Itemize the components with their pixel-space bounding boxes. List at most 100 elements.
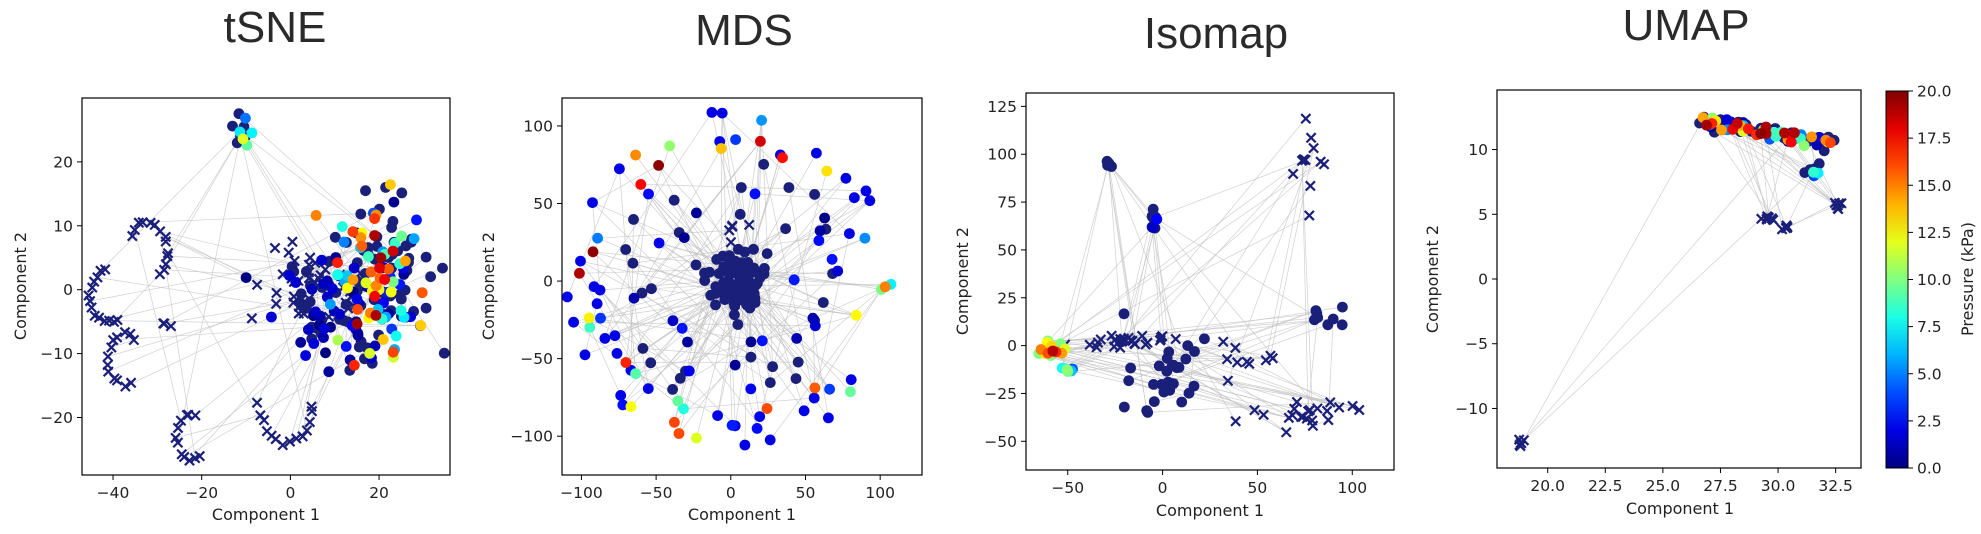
- mds-edge: [633, 148, 722, 299]
- mds-edge: [683, 397, 815, 410]
- mds-circle-point: [809, 320, 821, 332]
- isomap-cross-point: [1125, 335, 1136, 346]
- mds-circle-point: [813, 235, 825, 247]
- umap-circle-point: [1798, 140, 1810, 152]
- mds-xtick-label: 50: [796, 484, 816, 502]
- umap-edge: [1714, 131, 1837, 206]
- isomap-cross-point: [1155, 334, 1166, 346]
- mds-edge: [599, 289, 681, 379]
- mds-xtick-label: −100: [560, 484, 603, 502]
- isomap-cross-point: [1303, 210, 1315, 221]
- tsne-circle-point: [348, 359, 360, 371]
- isomap-cross-point: [1324, 396, 1336, 408]
- isomap-cross-point: [1217, 336, 1229, 348]
- mds-circle-point: [711, 254, 723, 265]
- isomap-edge: [1051, 159, 1305, 348]
- mds-circle-point: [798, 405, 810, 417]
- tsne-panel: tSNE −40 −20 0 20 −20 −10 0 10 20 Component 1 Co…: [11, 3, 451, 524]
- umap-circle-point: [1808, 166, 1819, 178]
- isomap-circle-point: [1151, 213, 1163, 225]
- isomap-ytick-label: 125: [987, 98, 1017, 116]
- tsne-edge: [165, 236, 247, 278]
- isomap-circle-point: [1123, 375, 1135, 387]
- isomap-circle-point: [1327, 313, 1339, 325]
- tsne-cross-point: [184, 455, 195, 466]
- mds-edge: [680, 190, 867, 379]
- mds-edge: [674, 270, 838, 423]
- isomap-edge: [1046, 226, 1153, 343]
- mds-circle-point: [712, 410, 723, 421]
- isomap-edge: [1306, 317, 1319, 419]
- tsne-cross-point: [270, 298, 282, 310]
- isomap-edge: [1106, 161, 1148, 411]
- isomap-circle-point: [1147, 222, 1159, 233]
- umap-panel: UMAP 20.0 22.5 25.0 27.5 30.0 32.5 −10 −5 0 5 10 C…: [1423, 1, 1862, 518]
- isomap-cross-point: [1318, 158, 1330, 170]
- mds-circle-point: [579, 349, 591, 361]
- mds-circle-point: [845, 386, 856, 398]
- isomap-ytick-label: −25: [984, 385, 1017, 403]
- tsne-cross-point: [165, 320, 177, 332]
- mds-circle-point: [792, 356, 804, 368]
- umap-xtick-label: 22.5: [1588, 477, 1623, 495]
- mds-circle-point: [764, 377, 776, 388]
- isomap-edge: [1120, 161, 1321, 340]
- mds-edge: [597, 237, 720, 289]
- mds-circle-point: [587, 246, 599, 258]
- mds-edge: [759, 277, 886, 288]
- tsne-circle-point: [387, 245, 399, 257]
- mds-circle-point: [614, 163, 625, 175]
- mds-circle-point: [756, 114, 767, 126]
- tsne-edge: [289, 333, 322, 442]
- tsne-axes-frame: [81, 97, 451, 476]
- isomap-cross-point: [1312, 403, 1323, 414]
- isomap-edge: [1265, 159, 1306, 361]
- mds-title: MDS: [695, 6, 793, 55]
- mds-circle-point: [734, 208, 746, 220]
- tsne-cross-point: [277, 439, 289, 451]
- tsne-edge: [165, 135, 241, 265]
- tsne-edge: [175, 415, 261, 439]
- tsne-circle-point: [390, 330, 402, 342]
- mds-axes-frame: [561, 97, 923, 476]
- mds-circle-point: [790, 373, 802, 384]
- tsne-circle-point: [399, 255, 411, 267]
- tsne-circle-point: [240, 272, 252, 283]
- umap-cross-point: [1514, 440, 1526, 452]
- mds-circle-point: [562, 291, 573, 303]
- tsne-circle-point: [340, 341, 352, 352]
- mds-circle-point: [617, 399, 629, 411]
- tsne-cross-point: [194, 450, 206, 462]
- tsne-edge: [177, 136, 241, 443]
- mds-circle-point: [737, 264, 749, 275]
- mds-circle-point: [791, 333, 803, 344]
- tsne-cross-point: [301, 425, 313, 436]
- mds-circle-point: [753, 267, 765, 279]
- isomap-cross-point: [1298, 154, 1310, 165]
- mds-circle-point: [780, 223, 791, 235]
- isomap-circle-point: [1148, 379, 1159, 390]
- mds-circle-point: [859, 232, 871, 244]
- umap-circle-point: [1701, 119, 1712, 131]
- tsne-xtick-label: 20: [369, 484, 389, 502]
- mds-circle-point: [716, 107, 728, 119]
- tsne-cross-point: [304, 416, 316, 428]
- mds-circle-point: [574, 267, 585, 279]
- umap-title: UMAP: [1622, 1, 1749, 50]
- umap-edge: [1520, 168, 1815, 444]
- tsne-circle-point: [308, 338, 320, 349]
- mds-edge: [757, 120, 762, 284]
- tsne-edge: [142, 212, 374, 223]
- mds-circle-point: [729, 309, 740, 321]
- tsne-circle-point: [295, 337, 307, 348]
- umap-circle-point: [1785, 136, 1797, 148]
- mds-circle-point: [710, 281, 722, 292]
- tsne-cross-point: [126, 230, 138, 242]
- mds-circle-point: [732, 243, 744, 255]
- umap-cross-point: [1518, 434, 1530, 446]
- tsne-cross-point: [160, 258, 172, 270]
- mds-circle-point: [739, 439, 751, 451]
- mds-circle-point: [730, 134, 741, 146]
- isomap-circle-point: [1125, 362, 1136, 374]
- tsne-circle-point: [369, 290, 381, 302]
